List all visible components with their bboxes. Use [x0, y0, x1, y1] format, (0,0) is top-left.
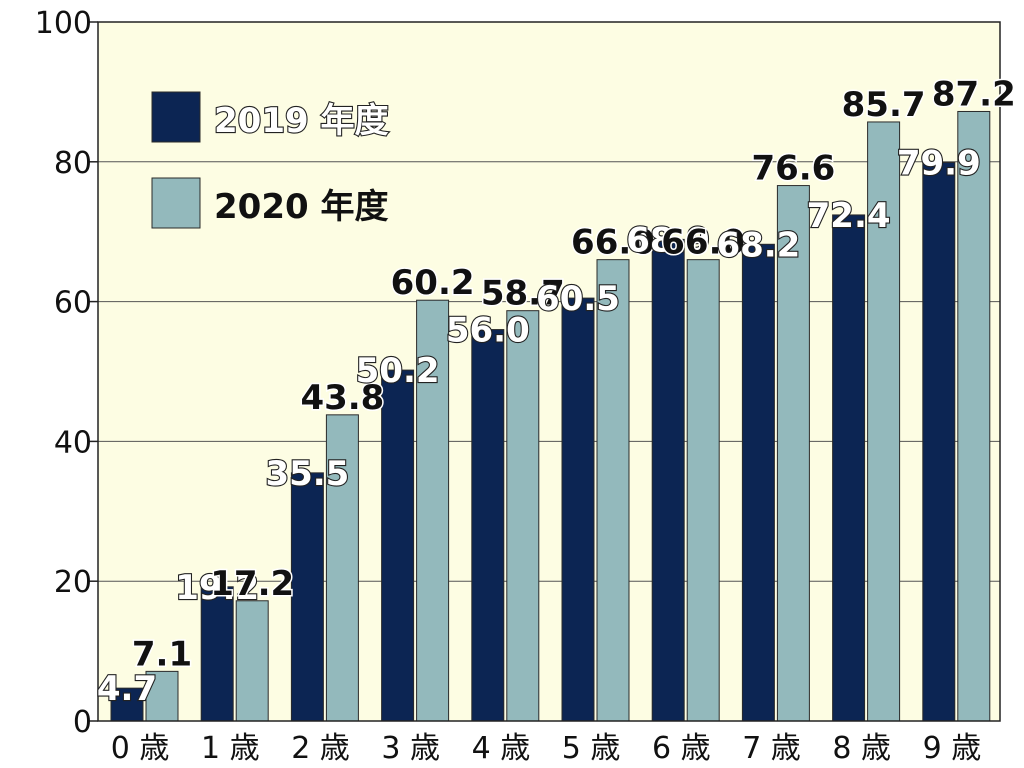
legend-swatch-2019 — [151, 91, 201, 143]
legend-label-2019: 2019 年度 — [214, 101, 388, 141]
bar-2019-2 — [290, 472, 324, 722]
x-category-label: 1 歳 — [201, 731, 260, 766]
bar-2020-6 — [686, 259, 720, 722]
value-label-2019: 72.4 — [807, 196, 891, 236]
bar-2019-8 — [832, 214, 866, 722]
x-category-label: 2 歳 — [291, 731, 350, 766]
plot-border — [97, 21, 1001, 722]
x-category-label: 9 歳 — [923, 731, 982, 766]
value-label-2020: 87.2 — [932, 74, 1016, 114]
y-tick-label: 40 — [54, 425, 92, 460]
value-label-2019: 60.5 — [536, 279, 620, 319]
value-label-2020: 60.2 — [391, 263, 475, 303]
legend-label-2020: 2020 年度 — [214, 187, 388, 227]
x-category-label: 8 歳 — [832, 731, 891, 766]
bar-2020-2 — [325, 414, 359, 722]
legend: 2019 年度 2020 年度 — [151, 91, 390, 229]
bars — [110, 110, 991, 722]
bar-2019-4 — [471, 329, 505, 722]
bar-2020-9 — [957, 110, 991, 722]
bar-2020-4 — [506, 310, 540, 722]
value-label-2019: 68.9 — [626, 220, 710, 260]
value-label-2019: 50.2 — [356, 351, 440, 391]
value-labels: 4.77.1 19.217.2 35.5 43.850.2 60.2 56.058.760… — [96, 73, 1017, 710]
x-category-label: 3 歳 — [381, 731, 440, 766]
bar-2020-8 — [867, 121, 901, 722]
value-label-2019: 19.2 — [175, 568, 259, 608]
value-label-2019: 79.9 — [897, 143, 981, 183]
y-tick-label: 80 — [54, 146, 92, 181]
value-label-2020: 76.6 — [751, 149, 835, 189]
bar-2020-5 — [596, 259, 630, 722]
bar-2020-1 — [235, 600, 269, 722]
value-label-2020: 58.7 — [481, 274, 565, 314]
bar-2019-1 — [200, 586, 234, 722]
axes: 0 20 40 60 80 100 0 歳 1 歳 2 歳 3 歳 4 歳 5 歳 6 歳 7 歳 8 歳 9… — [35, 6, 1001, 766]
bar-2019-3 — [381, 369, 415, 722]
value-label-2020: 66.0 — [571, 223, 655, 263]
y-tick-label: 100 — [35, 6, 92, 41]
y-tick-label: 60 — [54, 286, 92, 321]
value-label-2020: 43.8 — [300, 378, 384, 418]
x-category-label: 6 歳 — [652, 731, 711, 766]
x-category-label: 5 歳 — [562, 731, 621, 766]
legend-swatch-2020 — [151, 177, 201, 229]
value-label-2020: 7.1 — [132, 634, 192, 674]
value-label-2019: 4.7 — [97, 669, 157, 709]
bar-2020-3 — [416, 299, 450, 722]
y-tick-label: 0 — [73, 705, 92, 740]
x-category-label: 0 歳 — [111, 731, 170, 766]
value-label-2020: 66.0 — [661, 223, 745, 263]
bar-2020-0 — [145, 670, 179, 722]
bar-2019-6 — [651, 238, 685, 722]
value-label-2019: 56.0 — [446, 311, 530, 351]
bar-2019-9 — [922, 161, 956, 722]
x-category-label: 4 歳 — [472, 731, 531, 766]
value-label-2019: 68.2 — [716, 225, 800, 265]
y-tick-label: 20 — [54, 565, 92, 600]
x-category-label: 7 歳 — [742, 731, 801, 766]
value-label-2020: 85.7 — [842, 85, 926, 125]
value-label-2019: 35.5 — [265, 454, 349, 494]
value-label-2020: 17.2 — [210, 564, 294, 604]
bar-2019-7 — [741, 243, 775, 722]
bar-2019-5 — [561, 297, 595, 722]
bar-2020-7 — [776, 185, 810, 722]
